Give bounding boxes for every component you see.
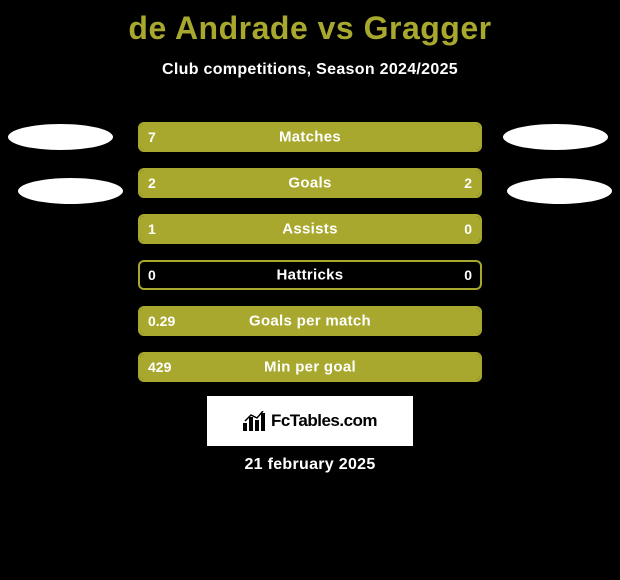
logo-text: FcTables.com bbox=[271, 411, 377, 431]
stat-fill-left bbox=[140, 216, 402, 242]
stat-row: Hattricks 0 0 bbox=[138, 260, 482, 290]
stat-value-right: 0 bbox=[464, 221, 472, 237]
stat-fill-left bbox=[140, 170, 310, 196]
source-logo: FcTables.com bbox=[207, 396, 413, 446]
page-subtitle: Club competitions, Season 2024/2025 bbox=[0, 61, 620, 79]
stat-label: Assists bbox=[282, 221, 337, 238]
stat-row: Matches 7 bbox=[138, 122, 482, 152]
stat-value-left: 2 bbox=[148, 175, 156, 191]
stat-value-left: 0.29 bbox=[148, 313, 175, 329]
stat-row: Min per goal 429 bbox=[138, 352, 482, 382]
stat-value-left: 7 bbox=[148, 129, 156, 145]
stat-label: Goals bbox=[288, 175, 331, 192]
stat-label: Goals per match bbox=[249, 313, 371, 330]
player-right-avatar-1 bbox=[503, 124, 608, 150]
chart-icon bbox=[243, 411, 267, 431]
stat-value-right: 0 bbox=[464, 267, 472, 283]
stat-label: Matches bbox=[279, 129, 341, 146]
stat-row: Assists 1 0 bbox=[138, 214, 482, 244]
stat-label: Min per goal bbox=[264, 359, 356, 376]
player-left-avatar-1 bbox=[8, 124, 113, 150]
stat-value-left: 0 bbox=[148, 267, 156, 283]
player-left-avatar-2 bbox=[18, 178, 123, 204]
page-title: de Andrade vs Gragger bbox=[0, 0, 620, 47]
comparison-bars: Matches 7 Goals 2 2 Assists 1 0 Hattricks 0 0 Goals… bbox=[138, 122, 482, 398]
date-text: 21 february 2025 bbox=[244, 456, 375, 474]
stat-fill-right bbox=[310, 170, 480, 196]
stat-value-left: 429 bbox=[148, 359, 171, 375]
stat-row: Goals per match 0.29 bbox=[138, 306, 482, 336]
stat-value-right: 2 bbox=[464, 175, 472, 191]
stat-value-left: 1 bbox=[148, 221, 156, 237]
stat-label: Hattricks bbox=[277, 267, 344, 284]
player-right-avatar-2 bbox=[507, 178, 612, 204]
stat-row: Goals 2 2 bbox=[138, 168, 482, 198]
